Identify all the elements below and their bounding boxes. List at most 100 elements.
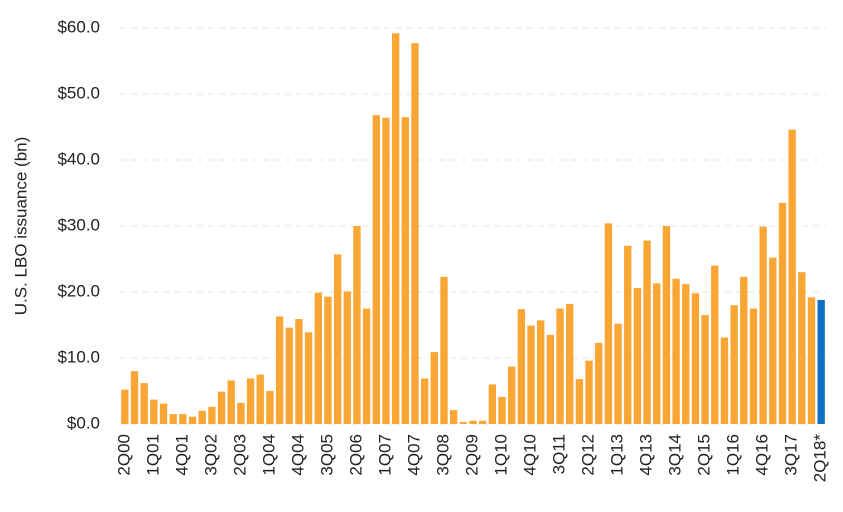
- bar: [237, 402, 245, 424]
- bar: [624, 245, 632, 424]
- x-tick-label: 1Q04: [259, 434, 278, 476]
- bar: [488, 384, 497, 424]
- bar: [449, 410, 458, 424]
- x-tick-label: 4Q10: [521, 434, 540, 476]
- bar: [585, 360, 593, 424]
- bar: [314, 292, 322, 424]
- bar: [759, 226, 767, 424]
- bar: [227, 380, 235, 424]
- x-tick-label: 1Q10: [491, 434, 510, 476]
- bar: [217, 391, 226, 424]
- bar: [159, 403, 168, 424]
- x-tick-label: 1Q07: [375, 434, 394, 476]
- bar: [150, 399, 158, 424]
- bar: [411, 43, 419, 425]
- y-tick-label: $20.0: [57, 281, 100, 300]
- bar: [179, 414, 187, 424]
- bar: [324, 296, 332, 424]
- bar: [140, 383, 148, 424]
- bar: [595, 342, 603, 424]
- y-tick-label: $30.0: [57, 215, 100, 234]
- x-tick-label: 4Q13: [637, 434, 656, 476]
- bar: [285, 327, 293, 424]
- x-tick-label: 3Q05: [317, 434, 336, 476]
- x-tick-label: 4Q04: [288, 434, 307, 476]
- x-tick-label: 4Q01: [172, 434, 191, 476]
- bar: [469, 420, 477, 424]
- x-tick-label: 3Q08: [433, 434, 452, 476]
- bar: [817, 299, 825, 424]
- bar: [121, 389, 129, 424]
- x-tick-label: 2Q09: [462, 434, 481, 476]
- x-tick-label: 3Q17: [782, 434, 801, 476]
- bar: [169, 414, 177, 424]
- bar: [730, 305, 738, 424]
- bar: [440, 276, 448, 424]
- bar: [537, 320, 545, 424]
- bar: [740, 276, 748, 424]
- bar: [672, 278, 680, 424]
- bar: [575, 379, 584, 424]
- x-tick-label: 2Q03: [230, 434, 249, 476]
- y-tick-label: $60.0: [57, 17, 100, 36]
- x-tick-label: 3Q11: [550, 434, 569, 474]
- x-tick-label: 2Q00: [114, 434, 133, 476]
- bar: [498, 396, 506, 424]
- x-tick-label: 1Q01: [143, 434, 162, 476]
- x-tick-label: 4Q16: [753, 434, 772, 476]
- y-tick-label: $0.0: [67, 413, 100, 432]
- bar: [130, 371, 139, 424]
- bar: [198, 410, 206, 424]
- bar: [372, 115, 380, 425]
- bar: [682, 284, 690, 424]
- bar: [546, 334, 555, 424]
- bar: [246, 378, 255, 424]
- bar: [614, 323, 622, 424]
- bar: [798, 272, 806, 424]
- bar: [566, 303, 574, 424]
- bar: [508, 366, 516, 424]
- bar: [275, 316, 284, 424]
- bar: [691, 293, 700, 424]
- bar: [556, 308, 564, 424]
- bar: [527, 325, 535, 424]
- bar: [382, 117, 390, 424]
- x-tick-label: 4Q07: [404, 434, 423, 476]
- bar: [188, 416, 197, 424]
- x-tick-label: 2Q15: [695, 434, 714, 476]
- bar: [604, 223, 613, 424]
- x-tick-label: 2Q18*: [811, 434, 830, 483]
- bar: [653, 283, 661, 424]
- bar: [362, 308, 371, 424]
- x-tick-label: 1Q13: [608, 434, 627, 476]
- x-tick-label: 2Q06: [346, 434, 365, 476]
- y-tick-label: $10.0: [57, 347, 100, 366]
- bar: [391, 33, 400, 424]
- bar: [459, 422, 468, 424]
- y-tick-label: $40.0: [57, 149, 100, 168]
- bar: [633, 288, 642, 424]
- bar: [662, 226, 671, 424]
- bar: [769, 257, 777, 424]
- x-tick-label: 3Q14: [666, 434, 685, 476]
- bar: [353, 226, 361, 424]
- x-tick-label: 3Q02: [201, 434, 220, 476]
- bar: [807, 297, 816, 424]
- x-tick-label: 1Q16: [724, 434, 743, 476]
- bar: [788, 129, 796, 424]
- bar: [517, 309, 526, 424]
- y-tick-label: $50.0: [57, 83, 100, 102]
- bar: [295, 319, 303, 424]
- bar: [778, 202, 787, 424]
- bar: [266, 391, 274, 424]
- bar: [643, 240, 651, 424]
- bar: [749, 308, 758, 424]
- x-tick-label: 2Q12: [579, 434, 598, 476]
- bar: [720, 337, 729, 424]
- y-axis-label: U.S. LBO issuance (bn): [11, 137, 30, 316]
- bar: [208, 406, 216, 424]
- bar: [343, 291, 351, 424]
- bar: [401, 117, 409, 424]
- bar: [304, 332, 313, 424]
